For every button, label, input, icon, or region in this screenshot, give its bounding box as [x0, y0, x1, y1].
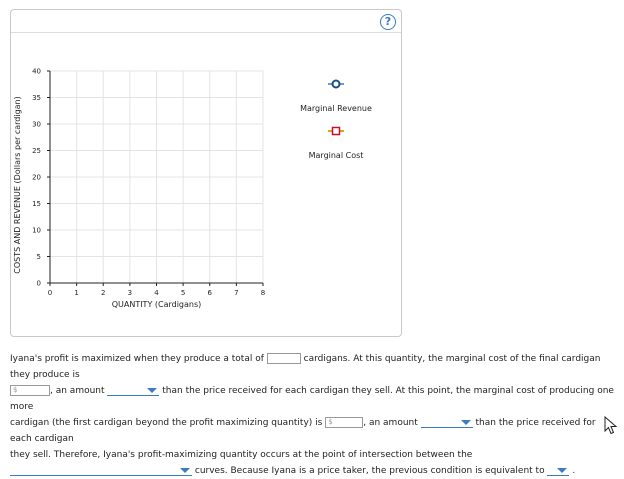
x-tick-label-3: 3 — [128, 289, 132, 297]
x-tick-label-6: 6 — [208, 289, 213, 297]
comparison-dropdown-2[interactable] — [420, 417, 473, 428]
legend-mc-label: Marginal Cost — [309, 151, 364, 160]
y-tick-label-20: 20 — [32, 174, 41, 182]
x-tick-label-1: 1 — [74, 289, 78, 297]
q-text-10: . — [572, 466, 576, 476]
marginal-cost-final-input[interactable]: $ — [10, 385, 50, 396]
legend-mr-label: Marginal Revenue — [300, 104, 372, 113]
mouse-cursor-icon — [604, 416, 618, 435]
question-line-5: curves. Because Iyana is a price taker, … — [10, 463, 615, 479]
q-text-2: cardigans. At this quantity, the margina… — [10, 354, 601, 380]
y-tick-label-25: 25 — [32, 147, 41, 155]
q-text-5: cardigan (the first cardigan beyond the … — [10, 418, 323, 428]
x-tick-label-7: 7 — [234, 289, 238, 297]
legend-marginal-revenue[interactable]: Marginal Revenue — [300, 79, 372, 114]
panel-header: ? — [11, 10, 401, 33]
y-tick-label-0: 0 — [37, 280, 41, 288]
quantity-input[interactable] — [266, 353, 301, 364]
question-line-1: Iyana's profit is maximized when they pr… — [10, 351, 615, 383]
question-line-2: $, an amount than the price received for… — [10, 383, 615, 415]
y-tick-label-30: 30 — [32, 121, 41, 129]
q-text-8: they sell. Therefore, Iyana's profit-max… — [10, 450, 473, 460]
chart-grid — [50, 70, 264, 283]
question-line-4: they sell. Therefore, Iyana's profit-max… — [10, 447, 615, 463]
help-button[interactable]: ? — [380, 14, 396, 30]
question-line-3: cardigan (the first cardigan beyond the … — [10, 415, 615, 447]
chevron-down-icon — [557, 468, 568, 473]
chart-ticks: 0 1 2 3 4 5 6 7 8 0 5 10 15 20 25 30 35 40 — [32, 68, 265, 298]
chevron-down-icon — [147, 388, 158, 393]
x-axis-title: QUANTITY (Cardigans) — [112, 300, 202, 309]
equivalent-dropdown[interactable] — [547, 465, 570, 476]
x-tick-label-2: 2 — [101, 289, 105, 297]
comparison-dropdown-1[interactable] — [107, 385, 160, 396]
curves-dropdown[interactable] — [10, 465, 192, 476]
chevron-down-icon — [460, 420, 471, 425]
legend-marginal-cost[interactable]: Marginal Cost — [309, 126, 364, 161]
q-text-1: Iyana's profit is maximized when they pr… — [10, 354, 264, 364]
y-tick-label-40: 40 — [32, 68, 41, 76]
q-text-4: than the price received for each cardiga… — [10, 386, 614, 412]
q-text-9: curves. Because Iyana is a price taker, … — [194, 466, 545, 476]
chevron-down-icon — [180, 468, 190, 473]
y-axis-title: COSTS AND REVENUE (Dollars per cardigan) — [13, 96, 22, 273]
graph-panel: ? 0 1 2 3 4 5 6 7 8 0 5 10 15 20 25 30 35 40 QUANTITY (Ca… — [10, 9, 402, 337]
legend-mr-marker-icon — [331, 79, 341, 89]
q-text-3: , an amount — [50, 386, 105, 396]
chart-svg: 0 1 2 3 4 5 6 7 8 0 5 10 15 20 25 30 35 40 QUANTITY (Card… — [13, 68, 372, 310]
x-tick-label-8: 8 — [261, 289, 265, 297]
x-tick-label-0: 0 — [48, 289, 52, 297]
y-tick-label-15: 15 — [32, 200, 41, 208]
y-tick-label-35: 35 — [32, 94, 41, 102]
y-tick-label-5: 5 — [37, 253, 41, 261]
q-text-6: , an amount — [363, 418, 418, 428]
legend-mc-marker-icon — [331, 126, 341, 136]
x-tick-label-5: 5 — [181, 289, 185, 297]
marginal-cost-next-input[interactable]: $ — [325, 417, 364, 428]
y-tick-label-10: 10 — [32, 227, 41, 235]
question-text: Iyana's profit is maximized when they pr… — [10, 351, 615, 479]
x-tick-label-4: 4 — [154, 289, 159, 297]
